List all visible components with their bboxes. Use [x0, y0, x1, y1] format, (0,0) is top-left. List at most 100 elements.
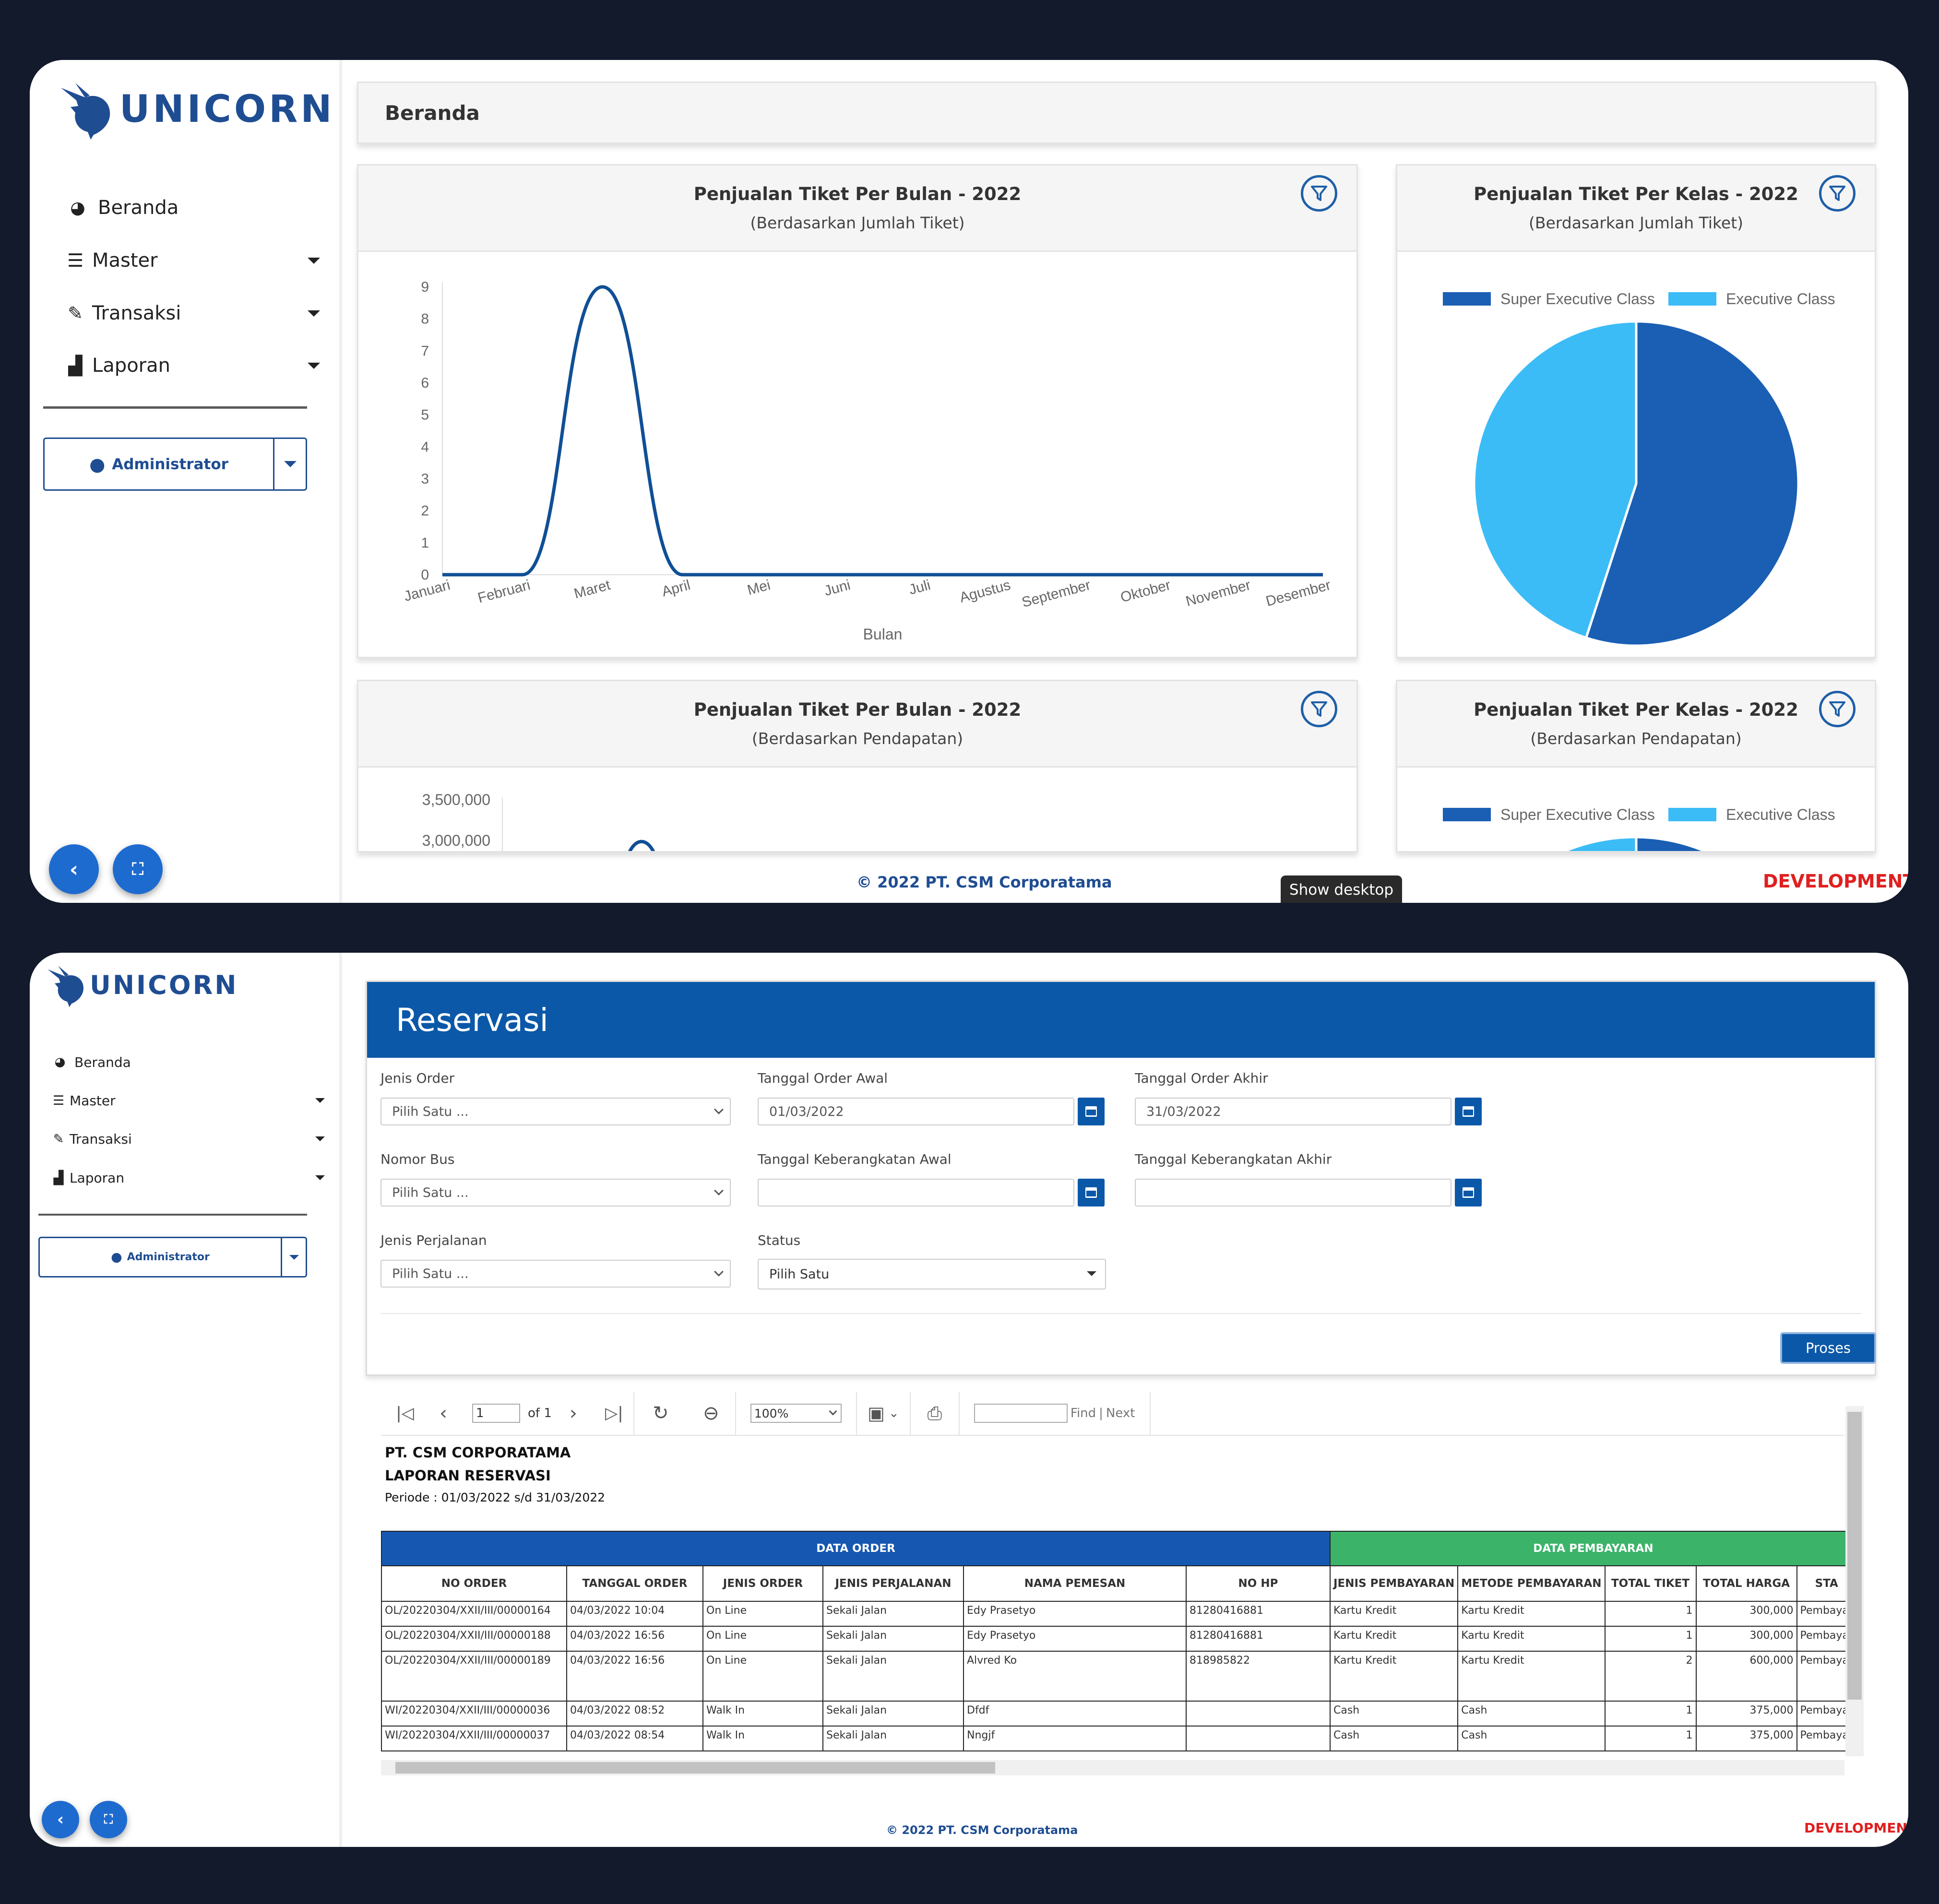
calendar-button[interactable] [1078, 1098, 1105, 1125]
calendar-icon [1463, 1187, 1474, 1198]
sidebar-item-master[interactable]: ☰ Master [51, 1086, 325, 1115]
card-header: Penjualan Tiket Per Kelas - 2022 (Berdas… [1397, 681, 1875, 768]
zoom-select[interactable]: 100% [750, 1404, 842, 1423]
user-button[interactable]: ● Administrator [40, 1238, 281, 1276]
user-circle-icon: ● [89, 453, 106, 475]
back-button[interactable]: ⊖ [687, 1402, 735, 1424]
unicorn-logo-icon [61, 83, 110, 140]
scroll-thumb[interactable] [1847, 1412, 1862, 1700]
filter-icon [1311, 186, 1327, 201]
brand-name: UNICORN [119, 88, 335, 131]
chevron-right-icon: › [569, 1402, 577, 1424]
find-input[interactable] [974, 1404, 1068, 1423]
legend-label: Executive Class [1726, 806, 1835, 823]
footer-copyright: © 2022 PT. CSM Corporatama [856, 873, 1112, 891]
y-tick-label: 2 [421, 503, 429, 519]
next-page-button[interactable]: › [552, 1402, 595, 1424]
sidebar-item-beranda[interactable]: ◕ Beranda [51, 1048, 325, 1076]
collapse-sidebar-button[interactable]: ‹ [49, 844, 99, 894]
sidebar-item-label: Beranda [74, 1054, 131, 1070]
tgl-order-akhir-input[interactable]: 31/03/2022 [1135, 1098, 1451, 1125]
sidebar-item-beranda[interactable]: ◕ Beranda [63, 186, 320, 229]
table-cell: Walk In [702, 1726, 823, 1751]
calendar-button[interactable] [1455, 1098, 1482, 1125]
chevron-down-icon [829, 1407, 837, 1416]
fullscreen-button[interactable]: ⛶ [90, 1801, 127, 1838]
last-page-button[interactable]: ▷| [595, 1404, 633, 1423]
table-cell: Sekali Jalan [822, 1651, 964, 1702]
user-dropdown-toggle[interactable] [281, 1238, 306, 1276]
calendar-button[interactable] [1455, 1179, 1482, 1206]
user-button[interactable]: ● Administrator [45, 439, 273, 489]
print-button[interactable]: ⎙ [911, 1403, 959, 1424]
refresh-button[interactable]: ↻ [634, 1402, 687, 1424]
table-cell: Kartu Kredit [1457, 1626, 1606, 1652]
series-line [628, 840, 655, 851]
table-cell: Kartu Kredit [1329, 1626, 1459, 1652]
filter-button[interactable] [1819, 691, 1856, 727]
expand-icon: ⛶ [132, 860, 143, 879]
collapse-sidebar-button[interactable]: ‹ [42, 1801, 79, 1838]
user-menu[interactable]: ● Administrator [43, 438, 307, 491]
toolbar-separator [856, 1392, 857, 1435]
table-cell: Nngjf [963, 1726, 1187, 1751]
fullscreen-button[interactable]: ⛶ [113, 844, 163, 894]
table-cell [1186, 1701, 1331, 1727]
sidebar-item-transaksi[interactable]: ✎ Transaksi [63, 292, 320, 335]
chevron-down-icon [308, 310, 320, 317]
footer-copyright: © 2022 PT. CSM Corporatama [886, 1823, 1078, 1837]
column-header: JENIS ORDER [702, 1565, 823, 1602]
sidebar-item-laporan[interactable]: ▟ Laporan [63, 344, 320, 387]
user-menu[interactable]: ● Administrator [38, 1237, 307, 1277]
status-select[interactable]: Pilih Satu [758, 1259, 1106, 1289]
table-row: OL/20220304/XXII/III/00000164 04/03/2022 … [381, 1601, 1857, 1627]
filter-button[interactable] [1819, 175, 1856, 212]
first-page-button[interactable]: |◁ [381, 1404, 429, 1423]
sidebar-item-transaksi[interactable]: ✎ Transaksi [51, 1124, 325, 1153]
filter-icon [1311, 701, 1327, 717]
y-tick-label: 9 [421, 279, 429, 295]
pie-slice [1562, 836, 1638, 851]
prev-page-button[interactable]: ‹ [429, 1402, 458, 1424]
select-value: Pilih Satu [769, 1266, 830, 1282]
table-cell: Kartu Kredit [1457, 1651, 1606, 1702]
sidebar-item-laporan[interactable]: ▟ Laporan [51, 1163, 325, 1192]
card-header: Penjualan Tiket Per Bulan - 2022 (Berdas… [358, 166, 1356, 252]
chevron-down-icon [308, 362, 320, 369]
filter-button[interactable] [1301, 175, 1337, 212]
sidebar-border [339, 60, 342, 903]
chevron-down-icon [714, 1186, 724, 1195]
scroll-thumb[interactable] [395, 1762, 995, 1774]
y-tick-label: 3 [421, 471, 429, 487]
report-viewer: |◁ ‹ 1 of 1 › ▷| ↻ ⊖ 100% ▣ ⌄ ⎙ Find | Ne… [381, 1392, 1864, 1776]
table-cell: 04/03/2022 10:04 [566, 1601, 703, 1627]
chevron-left-icon: ‹ [440, 1402, 447, 1424]
table-cell: 04/03/2022 16:56 [566, 1651, 703, 1702]
page-number-input[interactable]: 1 [472, 1404, 520, 1423]
tgl-berangkat-awal-input[interactable] [758, 1179, 1074, 1206]
horizontal-scrollbar[interactable] [381, 1760, 1844, 1775]
vertical-scrollbar[interactable] [1845, 1406, 1864, 1756]
report-table: DATA ORDER DATA PEMBAYARAN NO ORDER TANGG… [381, 1531, 1857, 1751]
chevron-down-icon [308, 257, 320, 264]
x-tick-label: November [1184, 577, 1252, 610]
find-link[interactable]: Find [1070, 1406, 1096, 1420]
filter-button[interactable] [1301, 691, 1337, 727]
export-button[interactable]: ▣ ⌄ [857, 1403, 910, 1424]
table-cell: 2 [1604, 1651, 1697, 1702]
nomor-bus-select[interactable]: Pilih Satu ... [381, 1179, 731, 1206]
y-tick-label: 1 [421, 535, 429, 551]
sidebar-item-master[interactable]: ☰ Master [63, 239, 320, 282]
user-dropdown-toggle[interactable] [273, 439, 306, 489]
filter-icon [1829, 186, 1845, 201]
y-tick-label: 5 [421, 407, 429, 423]
class-tickets-card: Penjualan Tiket Per Kelas - 2022 (Berdas… [1396, 164, 1876, 658]
tgl-order-awal-input[interactable]: 01/03/2022 [758, 1098, 1074, 1125]
tgl-berangkat-akhir-input[interactable] [1135, 1179, 1451, 1206]
calendar-button[interactable] [1078, 1179, 1105, 1206]
next-link[interactable]: Next [1106, 1406, 1135, 1420]
jenis-perjalanan-select[interactable]: Pilih Satu ... [381, 1260, 731, 1288]
jenis-order-select[interactable]: Pilih Satu ... [381, 1098, 731, 1125]
proses-button[interactable]: Proses [1780, 1332, 1876, 1364]
page-count: of 1 [528, 1406, 552, 1420]
